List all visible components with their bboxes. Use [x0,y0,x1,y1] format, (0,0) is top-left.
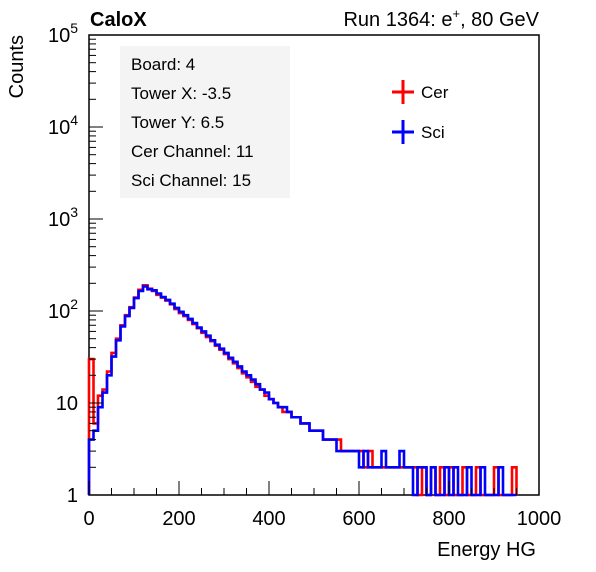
series-cer-line [87,284,518,497]
y-tick-label: 1 [67,485,78,507]
y-tick-label: 105 [48,20,78,47]
y-tick-label-base: 10 [48,209,70,231]
info-box-lines: Board: 4 Tower X: -3.5 Tower Y: 6.5 Cer … [131,55,254,190]
run-label-suffix: , 80 GeV [460,9,540,31]
y-tick-label: 10 [56,393,78,415]
run-label-sup: + [452,6,460,21]
info-cer-channel: Cer Channel: 11 [131,142,254,161]
y-tick-label: 103 [48,204,78,231]
y-tick-label: 104 [48,112,78,139]
y-tick-label: 102 [48,296,78,323]
y-tick-label-exponent: 3 [70,204,78,220]
x-tick-label: 200 [162,508,195,530]
legend-cer-label: Cer [421,83,449,102]
y-tick-label-base: 10 [48,25,70,47]
info-box [120,46,290,198]
x-tick-label: 800 [432,508,465,530]
y-axis-title: Counts [6,35,28,98]
y-tick-label-exponent: 4 [70,112,78,128]
info-board: Board: 4 [131,55,195,74]
y-tick-label-exponent: 5 [70,20,78,36]
y-tick-label-base: 10 [48,117,70,139]
x-tick-label: 600 [342,508,375,530]
run-label: Run 1364: e+, 80 GeV [343,6,539,31]
run-label-prefix: Run 1364: e [343,9,452,31]
info-sci-channel: Sci Channel: 15 [131,171,251,190]
x-axis-title: Energy HG [437,539,536,561]
series-sci-line [87,285,517,497]
legend-sci-label: Sci [421,123,445,142]
info-tower-x: Tower X: -3.5 [131,84,231,103]
x-tick-label: 1000 [517,508,562,530]
y-tick-label-exponent: 2 [70,296,78,312]
legend: Cer Sci [392,80,449,144]
brand-label: CaloX [90,9,147,31]
x-tick-label: 0 [83,508,94,530]
info-tower-y: Tower Y: 6.5 [131,113,224,132]
y-tick-label-base: 10 [48,301,70,323]
x-tick-label: 400 [252,508,285,530]
series-layer [87,284,518,497]
